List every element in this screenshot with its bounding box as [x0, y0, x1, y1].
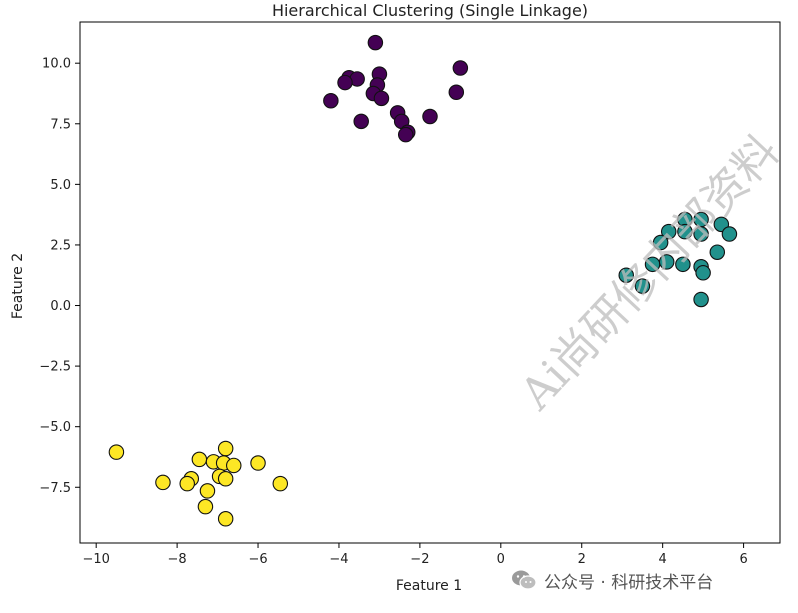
x-axis-label: Feature 1 [396, 578, 462, 594]
cluster-3-points [108, 440, 289, 527]
diagonal-watermark: Ai尚研修内部资料 [510, 126, 789, 420]
scatter-point [652, 234, 669, 251]
x-tick-label: −2 [410, 552, 429, 567]
y-tick-label: 0.0 [50, 299, 71, 314]
x-tick-label: −8 [168, 552, 187, 567]
scatter-point [634, 278, 651, 294]
y-tick-label: 10.0 [42, 57, 71, 72]
x-axis: −10 −8 −6 −4 −2 0 2 4 6 [82, 543, 748, 567]
footer-watermark-text: 公众号 · 科研技术平台 [544, 572, 714, 593]
y-axis-label: Feature 2 [10, 253, 26, 319]
scatter-point [217, 511, 234, 527]
y-tick-label: −7.5 [39, 481, 71, 496]
x-tick-label: −6 [248, 552, 267, 567]
y-tick-label: −2.5 [39, 360, 71, 375]
scatter-point [353, 113, 369, 130]
chart-title: Hierarchical Clustering (Single Linkage) [272, 1, 588, 20]
scatter-point [693, 291, 709, 308]
scatter-point [675, 256, 691, 273]
scatter-point [367, 34, 384, 51]
scatter-point [448, 84, 465, 101]
scatter-point [337, 74, 353, 91]
scatter-point [660, 223, 677, 240]
scatter-point [179, 475, 195, 492]
scatter-point [693, 226, 709, 242]
y-tick-label: −5.0 [39, 420, 71, 435]
scatter-point [709, 244, 726, 260]
plot-frame [79, 21, 781, 544]
y-tick-label: 2.5 [50, 238, 71, 253]
footer-watermark: 公众号 · 科研技术平台 [510, 566, 713, 594]
cluster-1-points [323, 34, 469, 143]
scatter-point [226, 457, 242, 474]
wechat-icon [512, 570, 537, 590]
scatter-point [272, 475, 289, 492]
scatter-point [373, 90, 390, 107]
scatter-point [323, 93, 339, 109]
x-tick-label: −4 [329, 552, 348, 567]
y-tick-label: 5.0 [50, 178, 71, 193]
x-tick-label: 6 [739, 552, 747, 567]
cluster-2-points [618, 211, 738, 308]
x-tick-label: 0 [497, 552, 505, 567]
y-axis: −7.5 −5.0 −2.5 0.0 2.5 5.0 7.5 10.0 [39, 57, 80, 496]
scatter-point [108, 444, 125, 460]
scatter-point [721, 226, 738, 242]
scatter-point [422, 108, 438, 125]
scatter-point [155, 474, 171, 491]
x-tick-label: −10 [82, 552, 109, 567]
scatter-point [217, 471, 234, 487]
scatter-point [191, 451, 208, 468]
scatter-point [250, 455, 266, 471]
plot-area [79, 21, 781, 544]
x-tick-label: 4 [659, 552, 667, 567]
y-tick-label: 7.5 [50, 117, 71, 132]
scatter-point [677, 223, 693, 240]
scatter-point [217, 440, 234, 457]
points-layer [108, 34, 738, 527]
scatter-point [452, 60, 469, 76]
scatter-point [197, 498, 214, 515]
scatter-point [658, 254, 675, 270]
scatter-point [695, 265, 711, 281]
x-tick-label: 2 [578, 552, 586, 567]
scatter-point [199, 483, 216, 499]
scatter-point [618, 267, 634, 283]
scatter-point [397, 126, 414, 143]
